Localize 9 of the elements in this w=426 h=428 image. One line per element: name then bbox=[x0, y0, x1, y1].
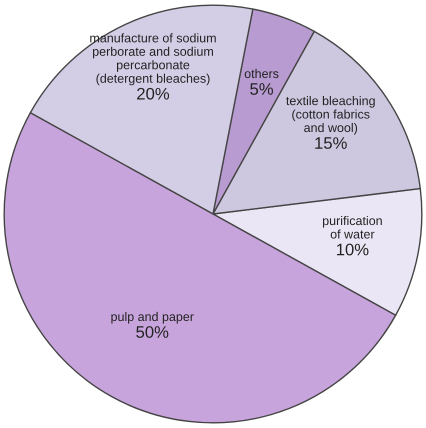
data-label: 10% bbox=[336, 244, 368, 256]
data-label: 50% bbox=[136, 326, 168, 338]
data-label: 5% bbox=[250, 83, 274, 95]
slice-label: pulp and paper bbox=[111, 312, 194, 324]
slice-label: others bbox=[244, 68, 278, 78]
slice-label: purification of water bbox=[322, 216, 382, 239]
slice-label: textile bleaching (cotton fabrics and wool) bbox=[286, 96, 375, 135]
data-label: 20% bbox=[137, 88, 170, 100]
data-label: 15% bbox=[315, 137, 347, 149]
